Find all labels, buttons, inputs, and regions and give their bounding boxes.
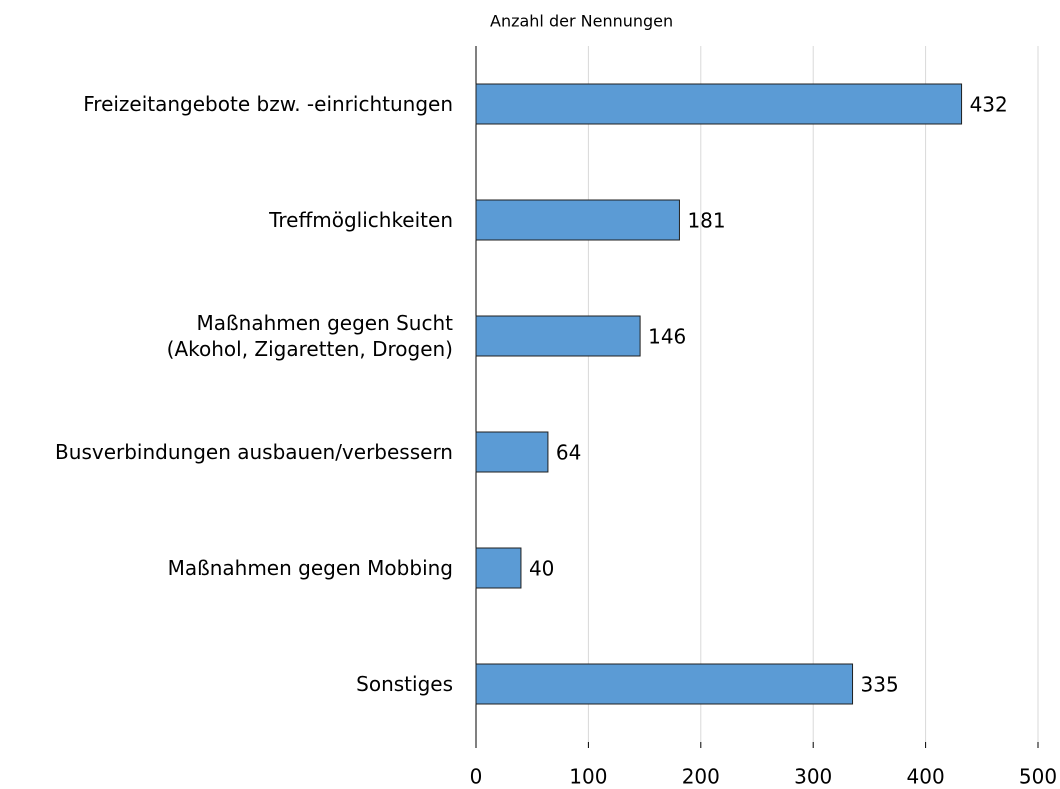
y-tick-label: Treffmöglichkeiten [269, 208, 453, 232]
bar [475, 199, 680, 241]
y-tick-label: Busverbindungen ausbauen/verbessern [55, 440, 453, 464]
value-label: 64 [556, 441, 581, 465]
bar [475, 547, 522, 589]
x-tick-label: 100 [569, 765, 607, 789]
x-tick-label: 0 [470, 765, 483, 789]
y-tick-label: Maßnahmen gegen Sucht (Akohol, Zigarette… [166, 311, 453, 361]
value-label: 335 [861, 673, 899, 697]
axis-title: Anzahl der Nennungen [490, 12, 673, 31]
y-tick-label: Sonstiges [356, 672, 453, 696]
x-tick-label: 400 [907, 765, 945, 789]
value-label: 146 [648, 325, 686, 349]
y-tick-label: Maßnahmen gegen Mobbing [167, 556, 453, 580]
bar [475, 663, 854, 705]
x-tick-label: 200 [682, 765, 720, 789]
bar [475, 315, 641, 357]
value-label: 40 [529, 557, 554, 581]
value-label: 181 [687, 209, 725, 233]
x-tick-label: 500 [1019, 765, 1057, 789]
x-tick-label: 300 [794, 765, 832, 789]
value-label: 432 [970, 93, 1008, 117]
bar [475, 431, 549, 473]
bar [475, 83, 963, 125]
y-tick-label: Freizeitangebote bzw. -einrichtungen [83, 92, 453, 116]
